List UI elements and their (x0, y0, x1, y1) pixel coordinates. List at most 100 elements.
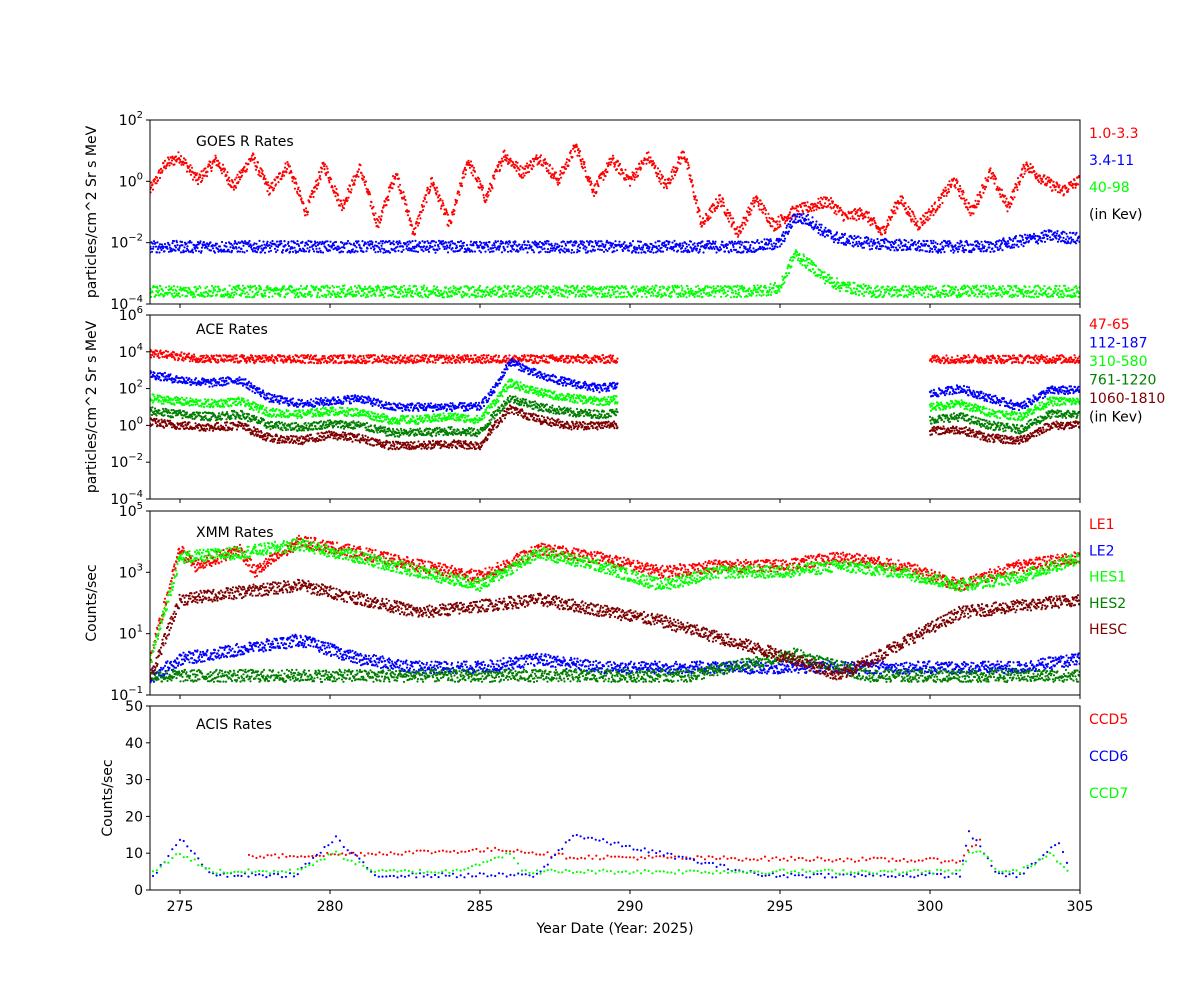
data-point (686, 161, 690, 164)
data-point (1045, 184, 1048, 187)
data-point (379, 218, 383, 221)
data-point (193, 247, 197, 250)
data-point (880, 233, 884, 236)
data-point (845, 214, 848, 217)
data-point (486, 286, 489, 289)
data-point (1066, 235, 1069, 238)
data-point (944, 186, 947, 189)
data-point (534, 292, 538, 295)
data-point (261, 173, 265, 176)
data-point (163, 165, 166, 168)
data-point (588, 242, 591, 245)
data-point (174, 294, 178, 297)
data-point (357, 175, 360, 178)
data-point (722, 201, 725, 204)
data-point (365, 250, 368, 253)
data-point (522, 172, 525, 175)
data-point (374, 240, 378, 243)
data-point (1010, 202, 1013, 206)
data-point (693, 295, 696, 298)
data-point (170, 162, 173, 165)
data-point (719, 285, 722, 288)
data-point (642, 244, 645, 247)
data-point (464, 168, 468, 172)
data-point (1000, 242, 1004, 245)
data-point (243, 292, 247, 295)
data-point (916, 220, 919, 223)
data-point (646, 249, 650, 252)
data-point (272, 187, 276, 190)
data-point (471, 164, 474, 167)
data-point (158, 294, 161, 297)
data-point (270, 245, 273, 248)
data-point (154, 245, 158, 248)
data-point (286, 242, 290, 245)
data-point (794, 221, 798, 224)
data-point (539, 250, 542, 253)
data-point (455, 199, 459, 202)
data-point (1029, 162, 1032, 166)
data-point (787, 223, 790, 226)
data-point (613, 286, 617, 289)
data-point (277, 181, 280, 184)
data-point (991, 175, 994, 178)
data-point (538, 288, 542, 291)
data-point (435, 286, 439, 289)
data-point (422, 250, 425, 253)
data-point (529, 289, 532, 292)
data-point (939, 251, 943, 254)
data-point (933, 248, 937, 251)
data-point (594, 183, 597, 186)
data-point (889, 243, 893, 246)
data-point (783, 237, 787, 240)
data-point (303, 292, 307, 296)
data-point (624, 168, 627, 171)
data-point (497, 248, 501, 251)
data-point (255, 166, 259, 169)
data-point (535, 291, 539, 294)
data-point (699, 292, 703, 295)
data-point (423, 197, 427, 201)
data-point (342, 291, 345, 295)
data-point (705, 244, 709, 247)
data-point (694, 245, 697, 248)
data-point (326, 240, 329, 243)
data-point (475, 295, 478, 298)
data-point (436, 249, 439, 252)
data-point (203, 295, 207, 298)
data-point (690, 181, 693, 184)
data-point (841, 213, 844, 216)
data-point (645, 162, 648, 165)
data-point (310, 284, 313, 287)
data-point (210, 169, 213, 173)
data-point (892, 205, 896, 208)
data-point (454, 250, 457, 253)
data-point (227, 293, 231, 296)
data-point (611, 242, 615, 245)
data-point (469, 160, 473, 163)
data-point (945, 194, 948, 197)
data-point (310, 294, 314, 297)
data-point (460, 245, 463, 248)
data-point (783, 240, 786, 243)
data-point (829, 230, 832, 233)
data-point (989, 250, 992, 253)
data-point (324, 173, 328, 176)
data-point (453, 209, 456, 212)
data-point (199, 286, 202, 289)
data-point (606, 249, 609, 253)
data-point (1054, 188, 1057, 191)
data-point (428, 247, 431, 250)
data-point (575, 287, 578, 290)
data-point (351, 250, 354, 253)
data-point (185, 161, 188, 165)
data-point (707, 291, 711, 294)
data-point (819, 226, 823, 229)
data-point (655, 284, 658, 287)
data-point (580, 287, 584, 290)
data-point (280, 175, 284, 178)
data-point (287, 286, 291, 289)
data-point (380, 247, 384, 250)
data-point (237, 284, 241, 287)
data-point (974, 199, 977, 202)
